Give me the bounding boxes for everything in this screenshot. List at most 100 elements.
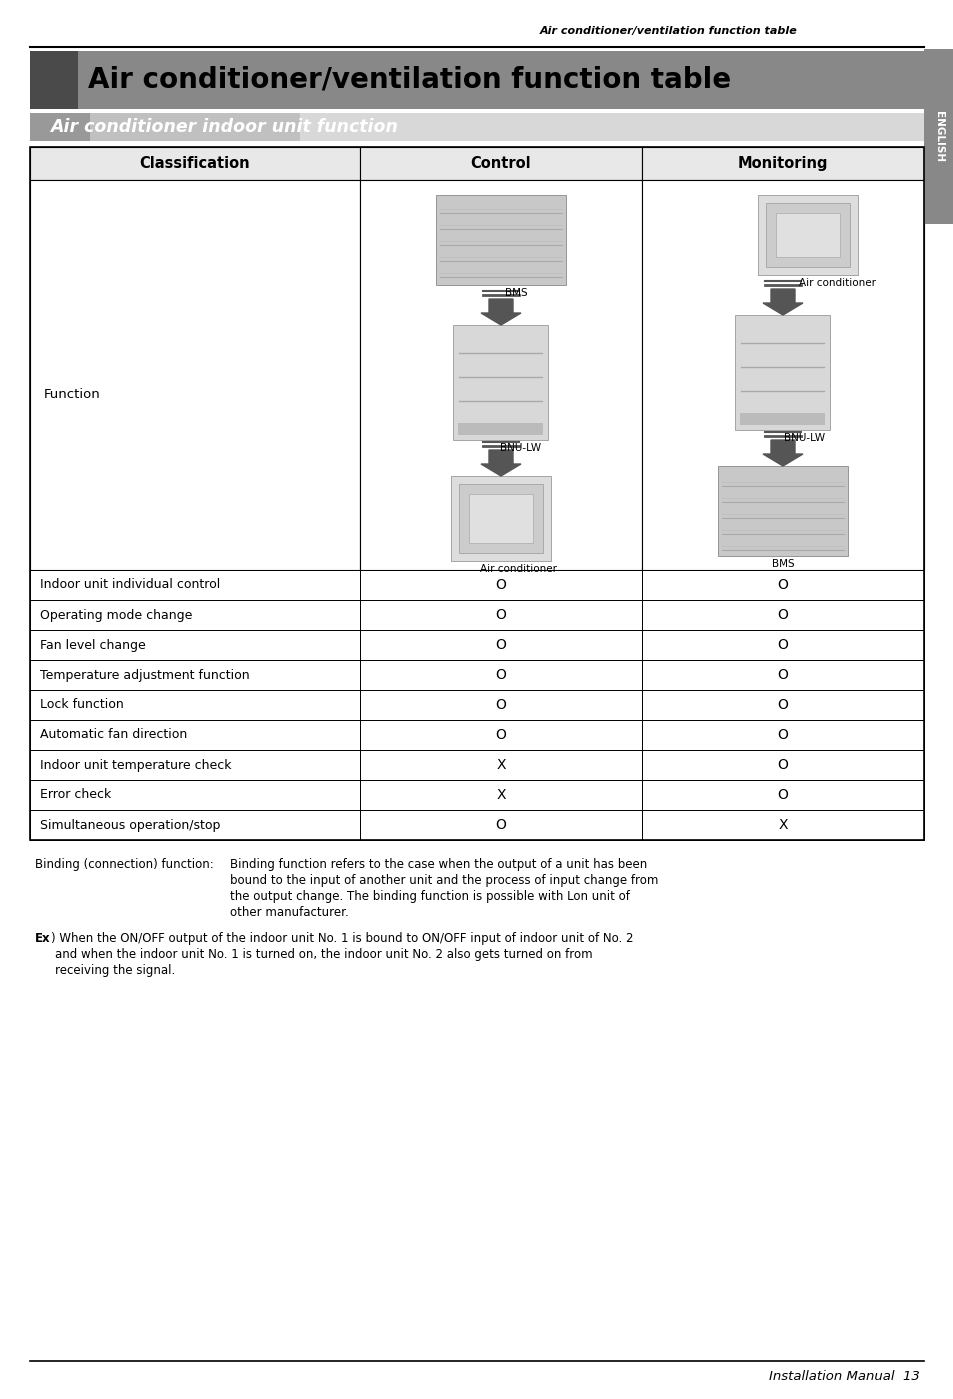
Text: O: O bbox=[777, 788, 787, 802]
Text: Indoor unit individual control: Indoor unit individual control bbox=[40, 579, 220, 592]
Text: BMS: BMS bbox=[504, 288, 527, 298]
Bar bbox=[359, 781, 641, 810]
Bar bbox=[718, 466, 847, 555]
Bar bbox=[641, 147, 923, 180]
Bar bbox=[30, 147, 359, 180]
Text: Classification: Classification bbox=[139, 157, 250, 171]
Bar bbox=[30, 690, 359, 720]
Text: Air conditioner indoor unit function: Air conditioner indoor unit function bbox=[50, 118, 397, 136]
Text: Binding (connection) function:: Binding (connection) function: bbox=[35, 858, 213, 872]
Text: O: O bbox=[777, 758, 787, 772]
Text: O: O bbox=[777, 578, 787, 592]
Text: O: O bbox=[495, 638, 506, 652]
Text: O: O bbox=[777, 667, 787, 681]
Text: ) When the ON/OFF output of the indoor unit No. 1 is bound to ON/OFF input of in: ) When the ON/OFF output of the indoor u… bbox=[51, 932, 633, 944]
Bar bbox=[641, 600, 923, 630]
Bar bbox=[458, 422, 543, 435]
Bar bbox=[359, 569, 641, 600]
Bar bbox=[30, 810, 359, 839]
Polygon shape bbox=[762, 441, 802, 466]
Bar bbox=[641, 781, 923, 810]
Polygon shape bbox=[762, 290, 802, 315]
Text: X: X bbox=[778, 818, 787, 832]
Text: Operating mode change: Operating mode change bbox=[40, 609, 193, 621]
Text: X: X bbox=[496, 788, 505, 802]
Text: O: O bbox=[777, 609, 787, 623]
Bar bbox=[641, 180, 923, 569]
Text: O: O bbox=[777, 727, 787, 741]
Text: Ex: Ex bbox=[35, 932, 51, 944]
Polygon shape bbox=[480, 450, 520, 476]
Text: ENGLISH: ENGLISH bbox=[933, 112, 943, 162]
Text: BMS: BMS bbox=[771, 560, 794, 569]
Text: Fan level change: Fan level change bbox=[40, 638, 146, 652]
Text: Air conditioner: Air conditioner bbox=[799, 278, 876, 288]
Bar bbox=[451, 476, 551, 561]
Text: the output change. The binding function is possible with Lon unit of: the output change. The binding function … bbox=[230, 890, 629, 902]
Text: Error check: Error check bbox=[40, 789, 112, 802]
Bar bbox=[359, 630, 641, 660]
Bar bbox=[30, 113, 923, 141]
Polygon shape bbox=[480, 299, 520, 325]
Text: other manufacturer.: other manufacturer. bbox=[230, 907, 349, 919]
Bar bbox=[359, 720, 641, 750]
Text: Binding function refers to the case when the output of a unit has been: Binding function refers to the case when… bbox=[230, 858, 646, 872]
Bar bbox=[458, 484, 542, 553]
Bar bbox=[30, 50, 923, 109]
Text: X: X bbox=[496, 758, 505, 772]
Bar bbox=[30, 600, 359, 630]
Text: Air conditioner/ventilation function table: Air conditioner/ventilation function tab… bbox=[539, 27, 797, 36]
Bar bbox=[30, 180, 359, 569]
Text: O: O bbox=[495, 698, 506, 712]
Bar bbox=[30, 720, 359, 750]
Bar bbox=[359, 690, 641, 720]
Bar bbox=[359, 660, 641, 690]
Text: Automatic fan direction: Automatic fan direction bbox=[40, 729, 187, 741]
Bar bbox=[758, 194, 857, 276]
Text: Function: Function bbox=[44, 388, 101, 402]
Bar bbox=[359, 180, 641, 569]
Text: BNU-LW: BNU-LW bbox=[783, 434, 824, 443]
Bar bbox=[641, 720, 923, 750]
Bar bbox=[641, 630, 923, 660]
Bar bbox=[436, 194, 565, 285]
Bar bbox=[735, 315, 830, 429]
Bar bbox=[641, 810, 923, 839]
Text: Temperature adjustment function: Temperature adjustment function bbox=[40, 669, 250, 681]
Bar bbox=[453, 325, 548, 441]
Text: BNU-LW: BNU-LW bbox=[500, 443, 541, 453]
Text: Control: Control bbox=[470, 157, 531, 171]
Text: Air conditioner/ventilation function table: Air conditioner/ventilation function tab… bbox=[88, 66, 730, 94]
Bar bbox=[299, 113, 923, 141]
Text: Indoor unit temperature check: Indoor unit temperature check bbox=[40, 758, 232, 771]
Text: O: O bbox=[777, 698, 787, 712]
Bar bbox=[359, 810, 641, 839]
Text: O: O bbox=[495, 818, 506, 832]
Text: O: O bbox=[495, 578, 506, 592]
Bar bbox=[30, 147, 923, 839]
Bar bbox=[90, 113, 923, 141]
Bar bbox=[740, 413, 824, 425]
Bar bbox=[641, 660, 923, 690]
Bar bbox=[359, 147, 641, 180]
Bar bbox=[30, 750, 359, 781]
Text: Installation Manual  13: Installation Manual 13 bbox=[768, 1371, 919, 1384]
Text: Simultaneous operation/stop: Simultaneous operation/stop bbox=[40, 818, 220, 831]
Bar bbox=[30, 660, 359, 690]
Bar bbox=[923, 49, 953, 224]
Bar bbox=[30, 781, 359, 810]
Bar bbox=[30, 50, 78, 109]
Bar bbox=[641, 750, 923, 781]
Bar bbox=[359, 600, 641, 630]
Bar bbox=[641, 690, 923, 720]
Bar bbox=[359, 750, 641, 781]
Text: O: O bbox=[495, 609, 506, 623]
Text: bound to the input of another unit and the process of input change from: bound to the input of another unit and t… bbox=[230, 874, 658, 887]
Bar bbox=[765, 203, 849, 267]
Text: receiving the signal.: receiving the signal. bbox=[55, 964, 175, 977]
Text: Monitoring: Monitoring bbox=[737, 157, 827, 171]
Text: Lock function: Lock function bbox=[40, 698, 124, 712]
Bar bbox=[641, 569, 923, 600]
Text: Air conditioner: Air conditioner bbox=[480, 564, 557, 574]
Text: O: O bbox=[777, 638, 787, 652]
